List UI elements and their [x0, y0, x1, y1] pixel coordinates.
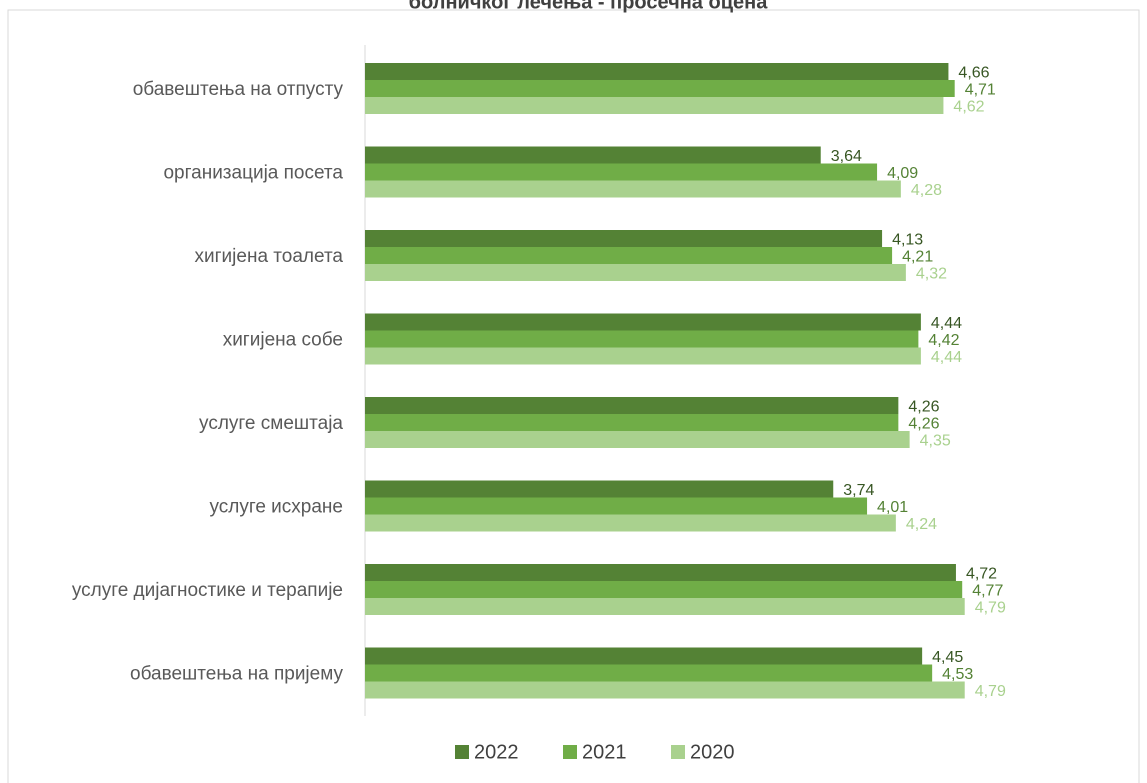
- bar: [365, 264, 906, 281]
- bar: [365, 431, 910, 448]
- bar: [365, 247, 893, 264]
- value-label: 4,32: [916, 266, 947, 283]
- chart-border: [7, 9, 1140, 783]
- value-label: 4,77: [972, 583, 1003, 600]
- bar: [365, 598, 965, 615]
- bar: [365, 514, 896, 532]
- value-label: 4,26: [908, 399, 939, 416]
- bar: [365, 681, 965, 699]
- legend-label: 2020: [690, 741, 735, 763]
- value-label: 4,71: [965, 82, 996, 99]
- value-label: 4,79: [975, 683, 1006, 700]
- value-label: 4,28: [911, 182, 942, 199]
- value-label: 4,21: [902, 249, 933, 266]
- bar: [365, 180, 901, 198]
- category-label: услуге смештаја: [199, 413, 343, 434]
- legend-label: 2021: [582, 741, 627, 763]
- bar: [365, 80, 955, 97]
- value-label: 4,45: [932, 649, 963, 666]
- legend-swatch: [671, 745, 685, 759]
- category-label: хигијена тоалета: [195, 246, 344, 267]
- category-label: организација посета: [163, 163, 343, 184]
- value-label: 4,24: [906, 516, 937, 533]
- value-label: 4,44: [931, 349, 962, 366]
- value-label: 4,26: [908, 416, 939, 433]
- value-label: 4,79: [975, 600, 1006, 617]
- bar: [365, 63, 949, 80]
- bar: [365, 581, 963, 598]
- legend-swatch: [455, 745, 469, 759]
- bar: [365, 97, 944, 114]
- value-label: 3,64: [831, 148, 862, 165]
- value-label: 4,13: [892, 232, 923, 249]
- category-label: обавештења на пријему: [130, 664, 343, 685]
- bar: [365, 313, 921, 331]
- category-label: услуге исхране: [209, 497, 343, 518]
- bar: [365, 397, 899, 414]
- value-label: 4,44: [931, 315, 962, 332]
- bar: [365, 146, 821, 164]
- bar: [365, 497, 868, 515]
- bar: [365, 414, 899, 431]
- legend-swatch: [563, 745, 577, 759]
- value-label: 4,72: [966, 566, 997, 583]
- bar: [365, 664, 933, 682]
- bar: [365, 330, 919, 348]
- bar: [365, 647, 923, 665]
- chart-title: болничког лечења - просечна оцена: [409, 0, 769, 13]
- bar: [365, 230, 883, 247]
- value-label: 4,42: [928, 332, 959, 349]
- bar: [365, 163, 878, 181]
- value-label: 4,53: [942, 666, 973, 683]
- bar: [365, 347, 921, 365]
- value-label: 4,62: [953, 99, 984, 116]
- legend-label: 2022: [474, 741, 519, 763]
- value-label: 4,09: [887, 165, 918, 182]
- category-label: услуге дијагностике и терапије: [72, 580, 343, 601]
- bar: [365, 480, 834, 498]
- bar: [365, 564, 956, 581]
- value-label: 4,01: [877, 499, 908, 516]
- category-label: обавештења на отпусту: [133, 79, 344, 100]
- value-label: 3,74: [843, 482, 874, 499]
- value-label: 4,66: [958, 65, 989, 82]
- category-label: хигијена собе: [223, 330, 343, 351]
- value-label: 4,35: [920, 433, 951, 450]
